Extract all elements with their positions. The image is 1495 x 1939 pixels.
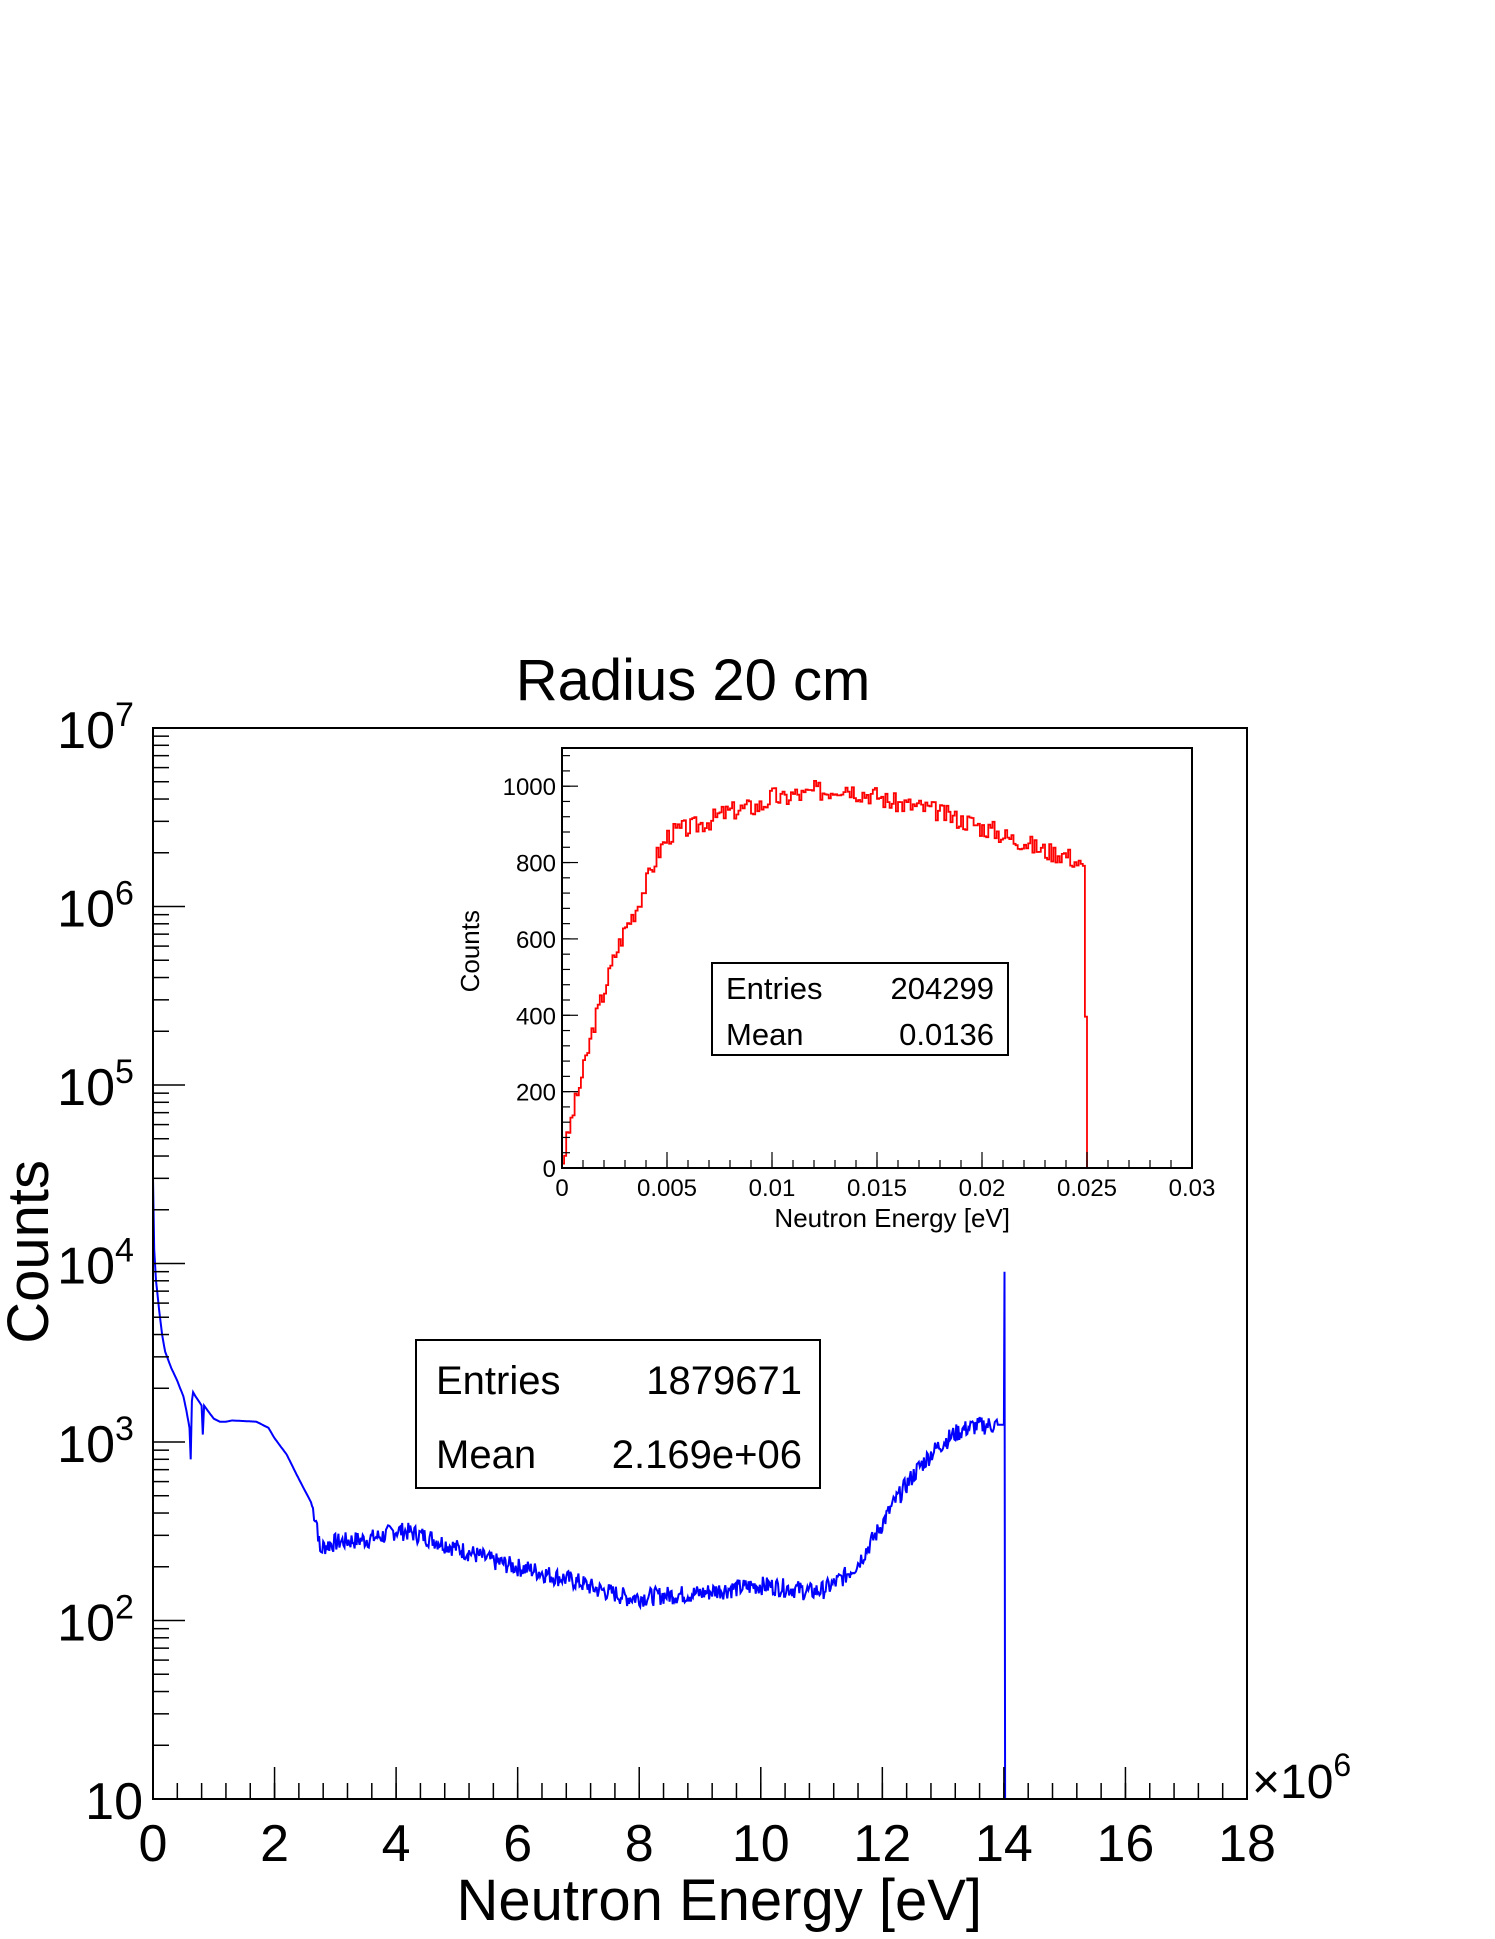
inset-stats-mean-label: Mean xyxy=(726,1017,804,1052)
inset-x-tick-label: 0.015 xyxy=(847,1175,907,1202)
main-x-tick-label: 10 xyxy=(732,1815,790,1873)
main-y-tick-label: 10 xyxy=(57,1416,115,1474)
main-plot-area xyxy=(152,1178,1007,1800)
inset-axes: 0 0.005 0.01 0.015 0.02 0.025 0.03 0 200 400 600 80… xyxy=(503,755,1216,1202)
main-y-tick-exponent: 2 xyxy=(115,1589,134,1627)
main-x-tick-label: 6 xyxy=(503,1815,532,1873)
main-x-axis-title: Neutron Energy [eV] xyxy=(456,1868,982,1933)
inset-x-tick-label: 0.02 xyxy=(959,1175,1006,1202)
inset-stats-mean-value: 0.0136 xyxy=(899,1017,994,1052)
main-stats-entries-label: Entries xyxy=(436,1359,561,1403)
main-x-tick-label: 8 xyxy=(625,1815,654,1873)
inset-chart: 0 0.005 0.01 0.015 0.02 0.025 0.03 0 200 400 600 80… xyxy=(455,747,1216,1233)
main-stats-box: Entries 1879671 Mean 2.169e+06 xyxy=(415,1339,821,1489)
main-y-tick-label: 10 xyxy=(57,1595,115,1653)
main-y-tick-label: 10 xyxy=(85,1773,143,1831)
inset-x-tick-label: 0.005 xyxy=(637,1175,697,1202)
main-y-tick-label: 10 xyxy=(57,881,115,939)
inset-y-tick-label: 600 xyxy=(516,927,556,954)
main-stats-mean-label: Mean xyxy=(436,1433,536,1477)
inset-x-tick-label: 0.025 xyxy=(1057,1175,1117,1202)
main-y-tick-label: 10 xyxy=(57,1059,115,1117)
inset-series-line xyxy=(562,780,1088,1168)
main-y-tick-exponent: 6 xyxy=(115,875,134,913)
inset-y-tick-label: 200 xyxy=(516,1080,556,1107)
inset-x-tick-label: 0.03 xyxy=(1169,1175,1216,1202)
x-multiplier-base: ×10 xyxy=(1252,1756,1333,1809)
main-y-tick-exponent: 5 xyxy=(115,1053,134,1091)
main-x-tick-label: 4 xyxy=(382,1815,411,1873)
main-x-tick-label: 14 xyxy=(975,1815,1033,1873)
main-y-tick-label: 10 xyxy=(57,1238,115,1296)
main-y-tick-label: 10 xyxy=(57,702,115,760)
main-y-tick-exponent: 7 xyxy=(115,696,134,734)
inset-y-tick-label: 1000 xyxy=(503,774,556,801)
inset-background xyxy=(562,748,1192,1168)
inset-stats-box: Entries 204299 Mean 0.0136 xyxy=(711,962,1009,1056)
inset-stats-entries-value: 204299 xyxy=(891,971,994,1006)
inset-stats-entries-label: Entries xyxy=(726,971,822,1006)
main-stats-entries-value: 1879671 xyxy=(646,1359,802,1403)
main-y-tick-exponent: 3 xyxy=(115,1410,134,1448)
x-multiplier-exponent: 6 xyxy=(1333,1747,1351,1783)
main-x-tick-label: 0 xyxy=(139,1815,168,1873)
inset-y-tick-label: 800 xyxy=(516,851,556,878)
main-series-line xyxy=(152,1178,1007,1800)
main-x-tick-label: 18 xyxy=(1218,1815,1276,1873)
main-y-axis-title: Counts xyxy=(0,1160,61,1344)
main-stats-mean-value: 2.169e+06 xyxy=(612,1433,802,1477)
inset-y-axis-title: Counts xyxy=(455,910,485,992)
main-x-multiplier: ×106 xyxy=(1252,1747,1351,1809)
inset-x-tick-label: 0 xyxy=(555,1175,568,1202)
inset-y-tick-label: 400 xyxy=(516,1003,556,1030)
main-chart-title: Radius 20 cm xyxy=(516,648,871,713)
main-y-tick-exponent: 4 xyxy=(115,1232,134,1270)
inset-plot-area xyxy=(562,780,1088,1168)
inset-x-axis-title: Neutron Energy [eV] xyxy=(774,1203,1010,1233)
main-x-tick-label: 2 xyxy=(260,1815,289,1873)
main-x-tick-label: 12 xyxy=(853,1815,911,1873)
inset-y-tick-label: 0 xyxy=(543,1156,556,1183)
inset-x-tick-label: 0.01 xyxy=(749,1175,796,1202)
main-x-tick-label: 16 xyxy=(1097,1815,1155,1873)
